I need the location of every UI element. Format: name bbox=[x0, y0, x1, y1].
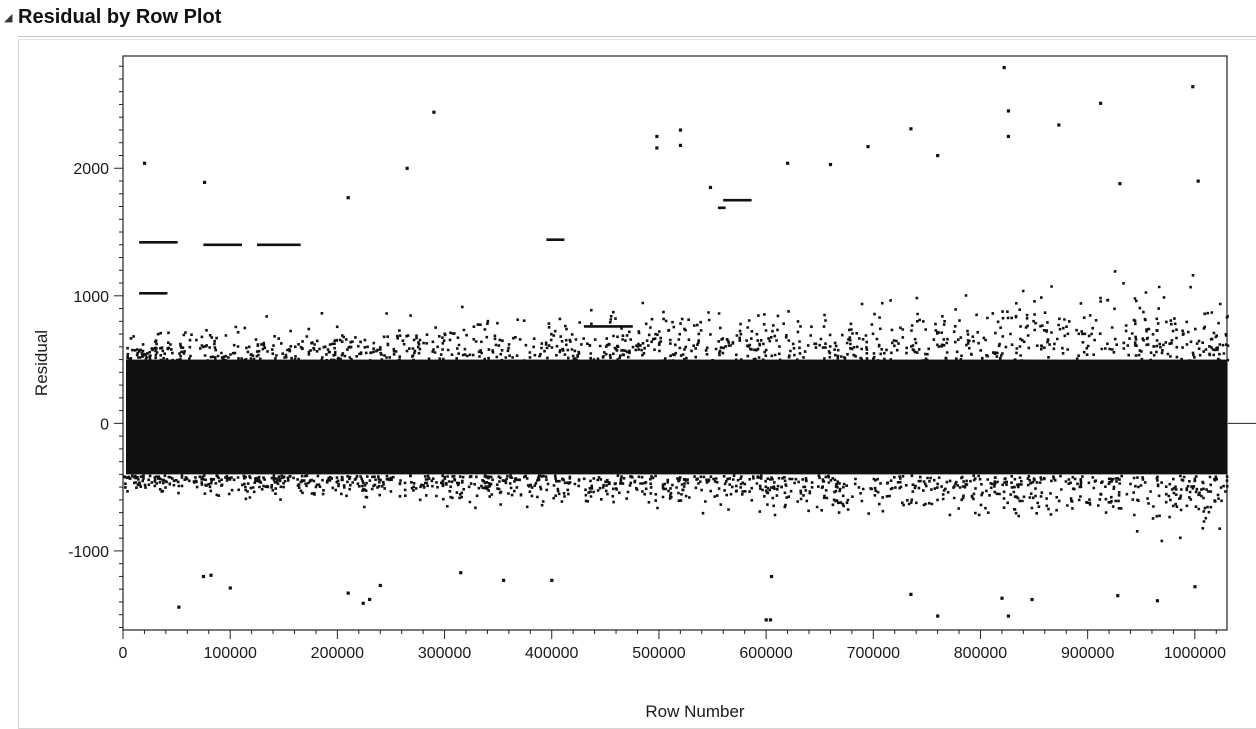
outlier-point-21 bbox=[1196, 179, 1200, 183]
report-header: ◢ Residual by Row Plot bbox=[0, 0, 1256, 36]
header-divider bbox=[18, 36, 1256, 37]
y-tick-label: -1000 bbox=[68, 544, 109, 561]
x-tick-label: 600000 bbox=[739, 645, 792, 662]
outlier-point-42 bbox=[1116, 594, 1120, 598]
outlier-point-39 bbox=[1000, 596, 1004, 600]
x-tick-label: 400000 bbox=[525, 645, 578, 662]
y-tick-label: 0 bbox=[100, 416, 109, 433]
outlier-point-10 bbox=[786, 161, 790, 165]
x-tick-label: 700000 bbox=[847, 645, 900, 662]
outlier-point-19 bbox=[1099, 101, 1103, 105]
outlier-point-31 bbox=[459, 571, 463, 575]
outlier-point-2 bbox=[432, 110, 436, 114]
outlier-point-18 bbox=[1057, 123, 1061, 127]
point-cluster-6 bbox=[723, 198, 752, 202]
outlier-point-38 bbox=[936, 614, 940, 618]
outlier-point-4 bbox=[346, 196, 350, 200]
outlier-point-6 bbox=[655, 146, 659, 150]
outlier-point-3 bbox=[405, 166, 409, 170]
outlier-point-25 bbox=[209, 573, 213, 577]
outlier-point-33 bbox=[550, 578, 554, 582]
point-cluster-0 bbox=[139, 241, 178, 244]
point-cluster-2 bbox=[257, 243, 301, 247]
x-tick-label: 900000 bbox=[1061, 645, 1114, 662]
y-axis: -1000 0 1000 2000 bbox=[68, 65, 123, 628]
outlier-point-5 bbox=[655, 134, 659, 139]
outlier-point-7 bbox=[678, 128, 683, 132]
plot-panel: 0 100000 200000 300000 400000 500000 600000 700… bbox=[18, 40, 1256, 729]
point-cluster-4 bbox=[583, 325, 633, 328]
outlier-point-12 bbox=[866, 145, 870, 149]
outlier-point-13 bbox=[909, 127, 913, 131]
scatter-points-fringe bbox=[123, 270, 1230, 543]
outlier-point-32 bbox=[502, 578, 506, 582]
outlier-point-8 bbox=[678, 143, 683, 147]
outlier-point-30 bbox=[378, 583, 382, 588]
point-cluster-3 bbox=[546, 238, 565, 241]
outlier-point-35 bbox=[768, 618, 773, 622]
outlier-point-41 bbox=[1030, 597, 1034, 602]
outlier-point-9 bbox=[708, 185, 713, 190]
point-cluster-7 bbox=[139, 292, 168, 295]
outlier-point-44 bbox=[1193, 585, 1197, 589]
x-tick-label: 0 bbox=[119, 645, 128, 662]
outlier-point-26 bbox=[228, 586, 232, 590]
outlier-point-34 bbox=[764, 618, 768, 622]
x-tick-label: 100000 bbox=[203, 645, 256, 662]
outlier-point-22 bbox=[1118, 182, 1122, 186]
outlier-point-20 bbox=[1191, 85, 1195, 89]
disclosure-triangle-icon[interactable]: ◢ bbox=[4, 11, 13, 24]
y-tick-label: 1000 bbox=[73, 289, 109, 306]
plot-frame bbox=[122, 55, 1228, 631]
x-tick-label: 800000 bbox=[954, 645, 1007, 662]
y-tick-label: 2000 bbox=[73, 161, 109, 178]
outlier-point-1 bbox=[202, 180, 207, 184]
outlier-point-24 bbox=[201, 574, 206, 579]
outlier-point-37 bbox=[909, 592, 913, 596]
outlier-point-36 bbox=[769, 574, 774, 579]
x-tick-label: 1000000 bbox=[1164, 645, 1226, 662]
outlier-point-15 bbox=[1002, 65, 1006, 70]
outlier-point-43 bbox=[1155, 599, 1160, 603]
x-tick-label: 500000 bbox=[632, 645, 685, 662]
outlier-point-23 bbox=[177, 605, 181, 609]
x-tick-label: 300000 bbox=[418, 645, 471, 662]
outlier-point-14 bbox=[936, 153, 940, 158]
points-layer bbox=[123, 65, 1230, 622]
x-axis: 0 100000 200000 300000 400000 500000 600000 700… bbox=[119, 630, 1226, 662]
x-axis-title: Row Number bbox=[645, 702, 745, 721]
x-tick-label: 200000 bbox=[311, 645, 364, 662]
outlier-point-16 bbox=[1006, 109, 1011, 113]
outlier-point-11 bbox=[828, 162, 833, 167]
y-axis-title: Residual bbox=[32, 330, 51, 396]
outlier-point-27 bbox=[346, 591, 350, 595]
header-divider-secondary bbox=[18, 39, 1256, 40]
outlier-point-17 bbox=[1006, 134, 1011, 139]
outlier-point-0 bbox=[142, 161, 147, 165]
residual-scatter-plot: 0 100000 200000 300000 400000 500000 600000 700… bbox=[32, 55, 1256, 721]
point-cluster-1 bbox=[203, 243, 242, 247]
outlier-point-28 bbox=[361, 601, 365, 605]
outlier-point-29 bbox=[368, 597, 372, 602]
point-cluster-5 bbox=[717, 206, 726, 210]
dense-residual-band bbox=[126, 359, 1227, 475]
outlier-point-40 bbox=[1006, 614, 1011, 618]
report-title: Residual by Row Plot bbox=[18, 6, 222, 28]
